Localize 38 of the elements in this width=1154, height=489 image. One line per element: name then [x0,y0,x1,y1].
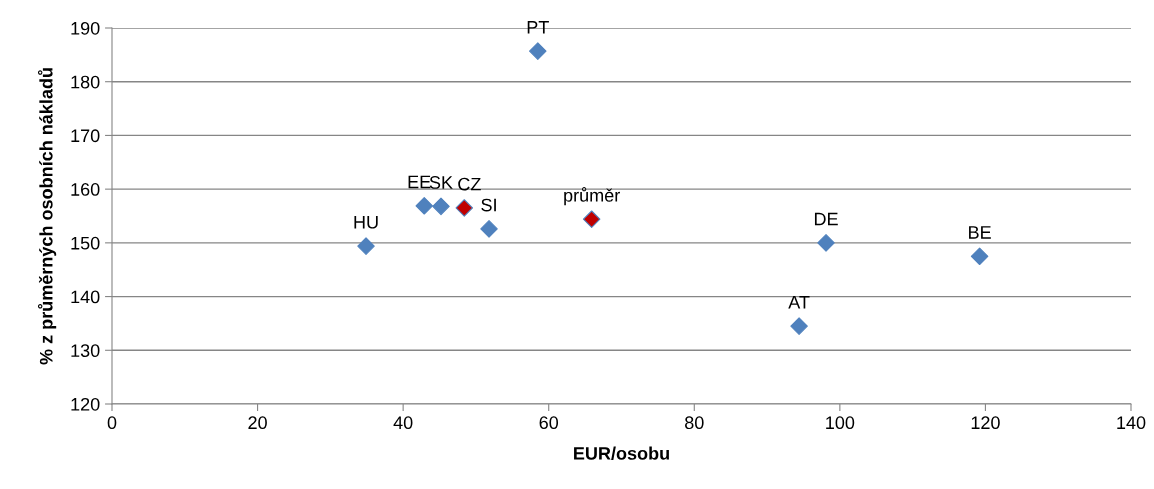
x-tick-label: 0 [107,416,117,430]
annotation: BE [969,226,991,239]
y-tick-label: 130 [71,344,100,358]
x-axis-title: EUR/osobu [574,446,669,460]
annotation: CZ [458,177,481,191]
y-tick-label: 190 [71,21,100,35]
annotation: PT [527,21,549,34]
y-tick-label: 150 [71,236,100,250]
x-tick-label: 120 [971,416,1000,430]
y-axis-title: % z průměrných osobních nákladů [37,68,57,365]
y-tick-label: 180 [71,75,100,89]
point [415,197,434,215]
annotation: SK [429,176,453,189]
point [432,197,450,216]
x-tick-label: 20 [248,416,267,430]
point [582,210,601,228]
point [817,234,835,252]
annotation: EE [408,175,431,189]
annotation: DE [814,212,838,226]
y-tick-label: 160 [71,183,100,196]
y-tick-label: 140 [71,290,100,304]
point [790,317,808,335]
y-tick-label: 170 [71,129,100,143]
point [529,42,547,60]
x-tick-label: 100 [826,416,855,430]
annotation: průměr [564,187,620,206]
y-tick-label: 120 [71,397,100,411]
point [357,237,375,255]
point [970,247,989,266]
point [480,220,498,238]
x-tick-label: 60 [539,416,559,430]
point [455,199,474,217]
x-tick-label: 40 [393,416,413,430]
annotation: AT [788,296,810,309]
x-tick-label: 140 [1117,416,1146,430]
x-tick-label: 80 [685,416,704,430]
annotation: SI [481,198,496,212]
annotation: HU [354,216,378,229]
